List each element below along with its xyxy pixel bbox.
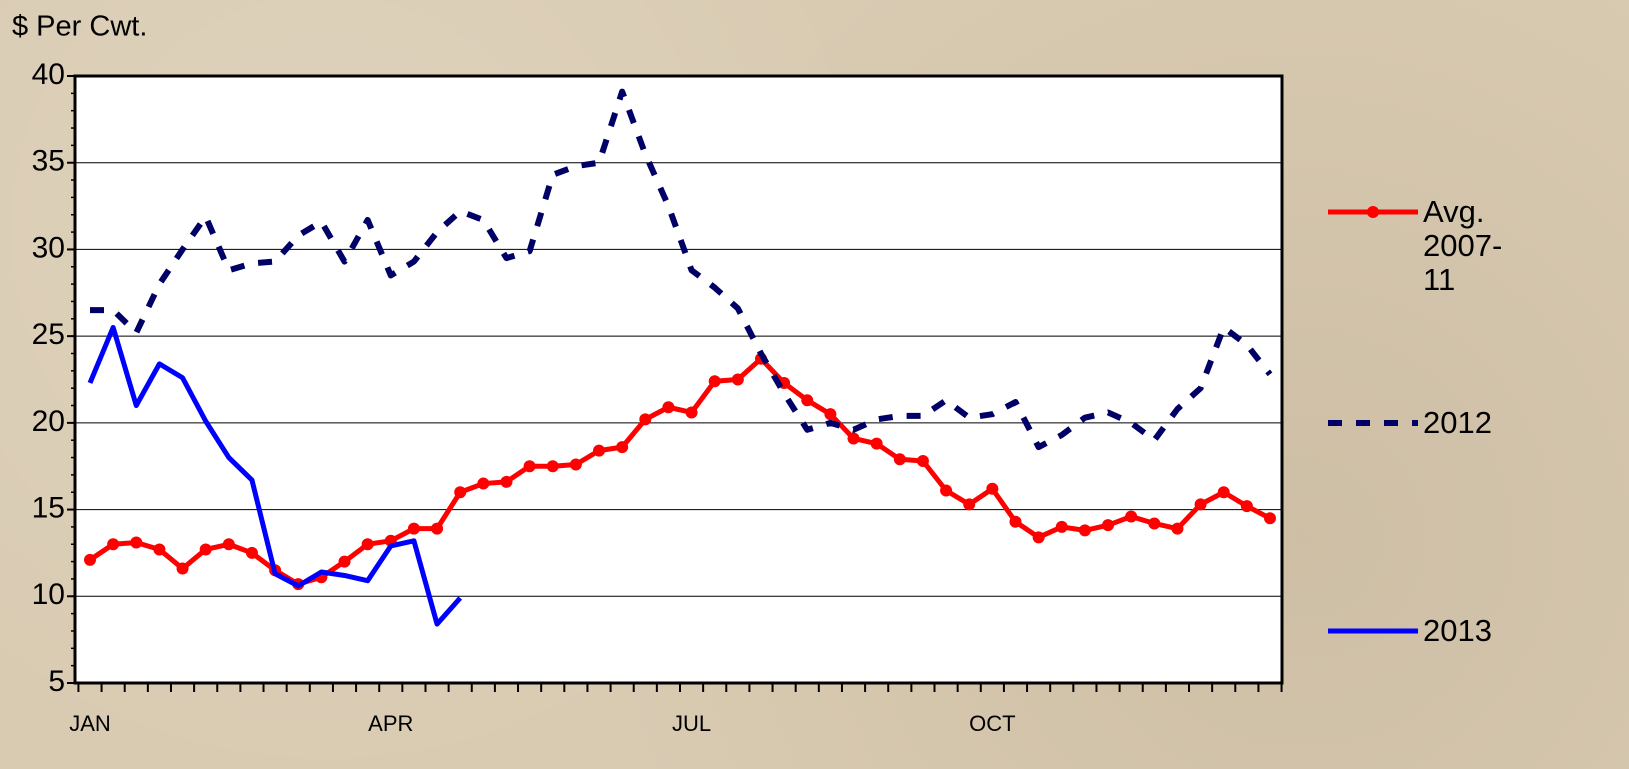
point	[431, 522, 444, 535]
point	[731, 373, 744, 386]
point	[708, 375, 721, 388]
y-tick-label: 40	[32, 58, 65, 91]
point	[662, 401, 675, 414]
point	[222, 538, 235, 551]
legend-label: 2013	[1423, 613, 1492, 648]
point	[1264, 512, 1276, 525]
series-line	[90, 88, 1273, 451]
point	[801, 394, 814, 407]
point	[130, 536, 143, 549]
point	[1194, 498, 1207, 511]
point	[963, 498, 976, 511]
point	[1240, 500, 1253, 513]
point	[1032, 531, 1045, 544]
point	[639, 413, 652, 426]
point	[1171, 522, 1184, 535]
point	[84, 553, 96, 566]
series-line	[87, 324, 463, 627]
point	[616, 441, 629, 454]
y-tick-label: 10	[32, 578, 65, 611]
y-tick-label: 20	[32, 405, 65, 438]
point	[1217, 486, 1230, 499]
x-tick-label: JAN	[69, 711, 111, 736]
point	[153, 543, 166, 556]
y-tick-label: 15	[32, 491, 65, 524]
point	[593, 444, 606, 457]
point	[1055, 520, 1068, 533]
point	[454, 486, 467, 499]
legend-label: 2012	[1423, 405, 1492, 440]
point	[940, 484, 953, 497]
x-tick-label: APR	[368, 711, 413, 736]
y-tick-label: 35	[32, 145, 65, 178]
point	[199, 543, 212, 556]
point	[546, 460, 559, 473]
point	[893, 453, 906, 466]
point	[847, 432, 860, 445]
point	[477, 477, 490, 490]
point	[1102, 519, 1115, 532]
point	[824, 408, 837, 421]
y-tick-label: 5	[48, 665, 65, 698]
point	[1148, 517, 1161, 530]
point	[176, 562, 189, 575]
point	[245, 546, 258, 559]
point	[361, 538, 374, 551]
point	[569, 458, 582, 471]
x-tick-label: JUL	[672, 711, 711, 736]
legend-marker	[1367, 206, 1379, 218]
point	[500, 475, 513, 488]
point	[685, 406, 698, 419]
point	[986, 482, 999, 495]
point	[338, 555, 351, 568]
y-tick-label: 30	[32, 231, 65, 264]
legend-label: Avg. 2007-11	[1423, 194, 1503, 297]
point	[523, 460, 536, 473]
point	[407, 522, 420, 535]
x-tick-label: OCT	[969, 711, 1015, 736]
y-tick-label: 25	[32, 318, 65, 351]
y-axis-title: $ Per Cwt.	[12, 11, 147, 43]
point	[916, 455, 929, 468]
point	[870, 437, 883, 450]
plot-border	[73, 74, 1284, 685]
point	[107, 538, 120, 551]
plot-area	[75, 76, 1282, 683]
point	[1009, 515, 1022, 528]
point	[1125, 510, 1138, 523]
point	[1078, 524, 1091, 537]
